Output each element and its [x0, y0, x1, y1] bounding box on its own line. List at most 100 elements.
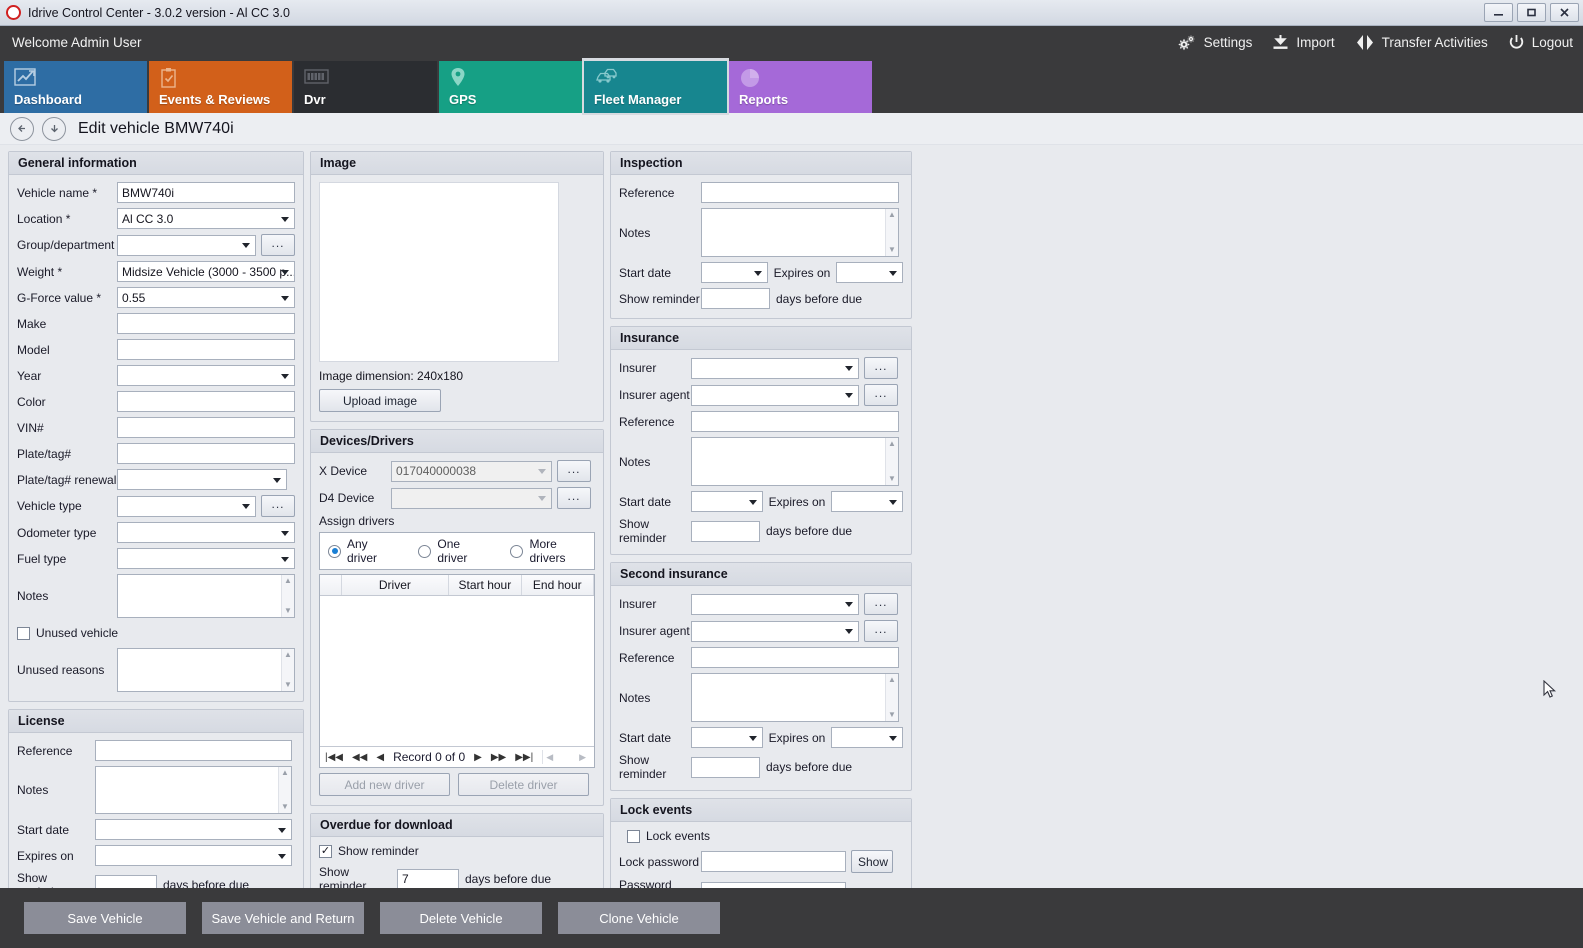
plate-tag-renewal-select[interactable]: [117, 469, 287, 490]
insurance-reference-input[interactable]: [691, 411, 899, 432]
overdue-show-reminder-checkbox[interactable]: ✓: [319, 844, 332, 858]
unused-vehicle-checkbox[interactable]: [17, 626, 30, 640]
drivers-grid-col-start-hour[interactable]: Start hour: [449, 575, 522, 595]
insurance-expires-on-select[interactable]: [831, 491, 903, 512]
tab-dvr[interactable]: Dvr: [294, 61, 437, 113]
tab-dashboard[interactable]: Dashboard: [4, 61, 147, 113]
gforce-select[interactable]: 0.55: [117, 287, 295, 308]
tab-fleet-manager[interactable]: Fleet Manager: [582, 58, 729, 115]
vehicle-type-select[interactable]: [117, 495, 256, 517]
license-notes-textarea[interactable]: [95, 766, 292, 814]
second-insurance-agent-browse-button[interactable]: ...: [864, 620, 898, 642]
insurance-agent-browse-button[interactable]: ...: [864, 384, 898, 406]
transfer-activities-button[interactable]: Transfer Activities: [1355, 34, 1488, 51]
radio-any-driver-button[interactable]: [328, 544, 341, 558]
nav-last-record-button[interactable]: ▶▶|: [515, 751, 534, 763]
weight-select[interactable]: Midsize Vehicle (3000 - 3500 p...: [117, 261, 295, 282]
insurance-insurer-browse-button[interactable]: ...: [864, 357, 898, 379]
nav-prev-record-button[interactable]: ◀: [376, 751, 385, 763]
radio-more-drivers-button[interactable]: [510, 544, 524, 558]
logout-button[interactable]: Logout: [1508, 34, 1573, 51]
odometer-type-select[interactable]: [117, 522, 295, 543]
save-vehicle-button[interactable]: Save Vehicle: [24, 902, 186, 934]
nav-next-page-button[interactable]: ▶▶: [490, 751, 507, 763]
nav-first-record-button[interactable]: |◀◀: [325, 751, 343, 763]
show-password-button[interactable]: Show: [851, 850, 893, 873]
second-insurance-reminder-input[interactable]: [691, 756, 760, 778]
maximize-button[interactable]: [1517, 3, 1546, 22]
close-button[interactable]: [1550, 3, 1579, 22]
lock-events-checkbox[interactable]: [627, 829, 640, 843]
inspection-reminder-input[interactable]: [701, 288, 770, 309]
unused-reasons-textarea[interactable]: [117, 648, 295, 692]
settings-button[interactable]: Settings: [1177, 34, 1252, 52]
x-device-browse-button[interactable]: ...: [557, 460, 591, 482]
radio-one-driver[interactable]: One driver: [418, 537, 484, 565]
group-department-browse-button[interactable]: ...: [261, 234, 295, 256]
import-button[interactable]: Import: [1272, 34, 1335, 51]
lock-password-input[interactable]: [701, 851, 846, 872]
plate-tag-input[interactable]: [117, 443, 295, 464]
second-insurance-notes-scrollbar[interactable]: ▲ ▼: [885, 674, 898, 721]
radio-any-driver[interactable]: Any driver: [328, 537, 392, 565]
minimize-button[interactable]: [1484, 3, 1513, 22]
location-select[interactable]: Al CC 3.0: [117, 208, 295, 229]
second-insurance-start-date-select[interactable]: [691, 727, 763, 748]
arrow-left-circle-icon[interactable]: [10, 116, 34, 141]
save-vehicle-and-return-button[interactable]: Save Vehicle and Return: [202, 902, 364, 934]
add-new-driver-button[interactable]: Add new driver: [319, 773, 450, 796]
delete-driver-button[interactable]: Delete driver: [458, 773, 589, 796]
year-select[interactable]: [117, 365, 295, 386]
insurance-notes-textarea[interactable]: [691, 437, 899, 486]
license-start-date-select[interactable]: [95, 819, 292, 840]
tab-gps[interactable]: GPS: [439, 61, 582, 113]
drivers-grid-col-driver[interactable]: Driver: [342, 575, 450, 595]
d4-device-browse-button[interactable]: ...: [557, 487, 591, 509]
inspection-start-date-select[interactable]: [701, 262, 768, 283]
inspection-reference-input[interactable]: [701, 182, 899, 203]
insurance-start-date-select[interactable]: [691, 491, 763, 512]
second-insurance-expires-on-select[interactable]: [831, 727, 903, 748]
insurance-notes-scrollbar[interactable]: ▲ ▼: [885, 438, 898, 485]
arrow-down-circle-icon[interactable]: [42, 116, 66, 141]
license-notes-scrollbar[interactable]: ▲ ▼: [278, 767, 291, 813]
drivers-grid-col-end-hour[interactable]: End hour: [522, 575, 594, 595]
vehicle-type-browse-button[interactable]: ...: [261, 495, 295, 517]
notes-scrollbar[interactable]: ▲ ▼: [281, 575, 294, 617]
second-insurance-insurer-select[interactable]: [691, 593, 859, 615]
second-insurance-notes-textarea[interactable]: [691, 673, 899, 722]
upload-image-button[interactable]: Upload image: [319, 389, 441, 412]
model-input[interactable]: [117, 339, 295, 360]
second-insurance-reference-input[interactable]: [691, 647, 899, 668]
unused-reasons-scrollbar[interactable]: ▲ ▼: [281, 649, 294, 691]
drivers-grid-body[interactable]: [320, 596, 594, 746]
make-input[interactable]: [117, 313, 295, 334]
tab-reports[interactable]: Reports: [729, 61, 872, 113]
license-expires-on-select[interactable]: [95, 845, 292, 866]
d4-device-select[interactable]: [391, 487, 552, 509]
overdue-reminder-input[interactable]: [397, 868, 459, 890]
fuel-type-select[interactable]: [117, 548, 295, 569]
delete-vehicle-button[interactable]: Delete Vehicle: [380, 902, 542, 934]
nav-prev-page-button[interactable]: ◀◀: [351, 751, 368, 763]
vehicle-name-input[interactable]: [117, 182, 295, 203]
insurance-insurer-select[interactable]: [691, 357, 859, 379]
insurance-agent-select[interactable]: [691, 384, 859, 406]
inspection-notes-scrollbar[interactable]: ▲ ▼: [885, 209, 898, 256]
nav-next-record-button[interactable]: ▶: [474, 751, 482, 763]
inspection-notes-textarea[interactable]: [701, 208, 899, 257]
second-insurance-agent-select[interactable]: [691, 620, 859, 642]
radio-more-drivers[interactable]: More drivers: [510, 537, 586, 565]
tab-events-reviews[interactable]: Events & Reviews: [149, 61, 292, 113]
clone-vehicle-button[interactable]: Clone Vehicle: [558, 902, 720, 934]
vin-input[interactable]: [117, 417, 295, 438]
x-device-select[interactable]: 017040000038: [391, 460, 552, 482]
radio-one-driver-button[interactable]: [418, 544, 432, 558]
group-department-select[interactable]: [117, 234, 256, 256]
second-insurance-insurer-browse-button[interactable]: ...: [864, 593, 898, 615]
notes-textarea[interactable]: [117, 574, 295, 618]
license-reference-input[interactable]: [95, 740, 292, 761]
drivers-grid-hscrollbar[interactable]: ◀ ▶: [542, 750, 589, 764]
insurance-reminder-input[interactable]: [691, 520, 760, 542]
color-input[interactable]: [117, 391, 295, 412]
